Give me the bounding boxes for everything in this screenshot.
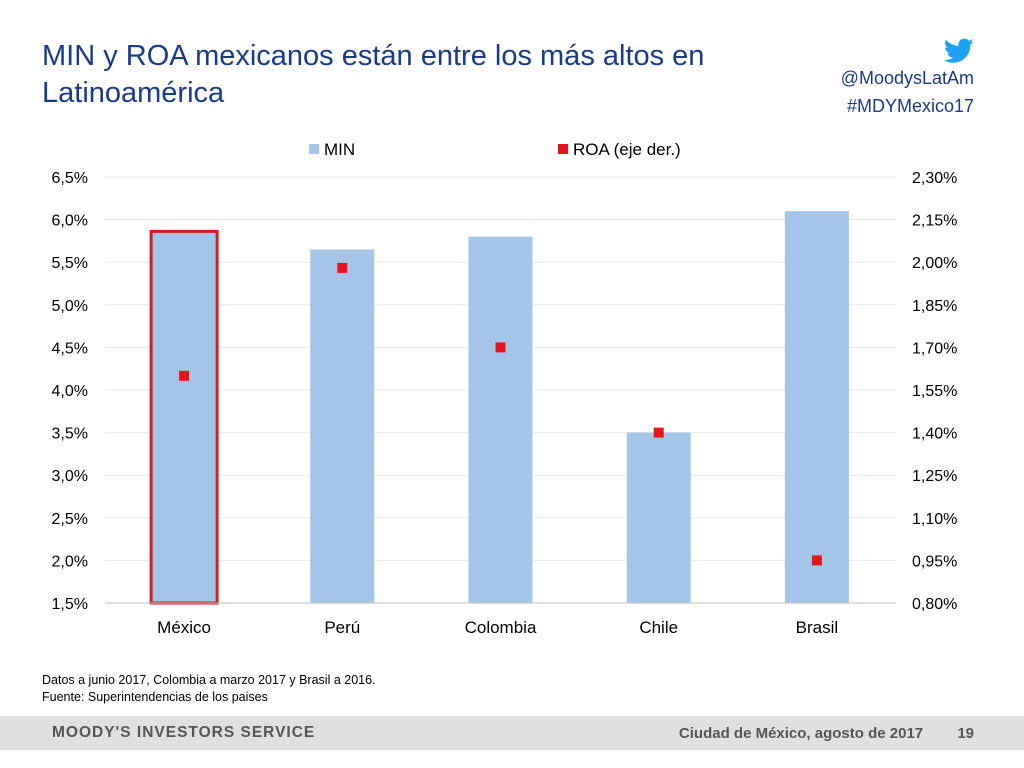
- y-right-tick-label: 2,00%: [912, 255, 957, 272]
- twitter-handle[interactable]: @MoodysLatAm: [840, 68, 974, 88]
- bar: [626, 432, 691, 603]
- footnote-data-dates: Datos a junio 2017, Colombia a marzo 201…: [42, 673, 376, 687]
- y-left-tick-label: 4,5%: [52, 340, 88, 357]
- footnote: Datos a junio 2017, Colombia a marzo 201…: [42, 672, 376, 706]
- page-number: 19: [957, 725, 974, 742]
- y-right-tick-label: 1,85%: [912, 298, 957, 315]
- y-left-tick-label: 5,5%: [52, 255, 88, 272]
- y-right-tick-label: 1,55%: [912, 383, 957, 400]
- x-tick-label: Perú: [324, 618, 360, 637]
- y-right-tick-label: 1,40%: [912, 426, 957, 443]
- x-tick-label: Colombia: [465, 618, 537, 637]
- marker-series: [179, 262, 822, 566]
- y-left-tick-label: 6,0%: [52, 213, 88, 230]
- y-left-tick-label: 1,5%: [52, 596, 88, 613]
- y-left-tick-label: 3,5%: [52, 426, 88, 443]
- bar: [310, 249, 375, 604]
- roa-marker: [653, 427, 664, 438]
- y-right-tick-label: 1,70%: [912, 340, 957, 357]
- roa-marker: [495, 342, 506, 353]
- legend-swatch-roa: [558, 144, 568, 154]
- footer-info: Ciudad de México, agosto de 2017 19: [679, 725, 974, 742]
- y-right-tick-label: 0,95%: [912, 553, 957, 570]
- bar: [784, 211, 849, 603]
- legend-swatch-min: [309, 144, 319, 154]
- y-left-tick-label: 4,0%: [52, 383, 88, 400]
- y-left-tick-label: 2,0%: [52, 553, 88, 570]
- footnote-source: Fuente: Superintendencias de los paises: [42, 690, 268, 704]
- footer-brand: MOODY'S INVESTORS SERVICE: [52, 724, 316, 741]
- roa-marker: [179, 370, 190, 381]
- twitter-bird-icon: [944, 38, 974, 63]
- x-tick-label: Brasil: [796, 618, 839, 637]
- legend-label-min: MIN: [324, 140, 355, 159]
- bar: [468, 236, 533, 603]
- y-left-tick-label: 2,5%: [52, 511, 88, 528]
- roa-marker: [337, 262, 348, 273]
- bar-series: [149, 211, 849, 605]
- hashtag[interactable]: #MDYMexico17: [846, 96, 974, 116]
- chart-legend: MIN ROA (eje der.): [309, 140, 681, 159]
- y-left-tick-label: 5,0%: [52, 298, 88, 315]
- social-block: @MoodysLatAm #MDYMexico17: [841, 38, 974, 120]
- chart-axes: 1,5% 0,80% 2,0% 0,95% 2,5% 1,10% 3,0% 1,25% 3,5%…: [52, 170, 958, 637]
- y-right-tick-label: 2,15%: [912, 213, 957, 230]
- chart: MIN ROA (eje der.) 1,5% 0,80% 2,0% 0,95% 2,5%…: [52, 140, 958, 637]
- bar: [152, 232, 217, 603]
- x-tick-label: México: [157, 618, 211, 637]
- y-left-tick-label: 3,0%: [52, 468, 88, 485]
- y-left-tick-label: 6,5%: [52, 170, 88, 187]
- y-right-tick-label: 1,25%: [912, 468, 957, 485]
- x-tick-label: Chile: [639, 618, 678, 637]
- y-right-tick-label: 2,30%: [912, 170, 957, 187]
- roa-marker: [811, 555, 822, 566]
- y-right-tick-label: 0,80%: [912, 596, 957, 613]
- legend-label-roa: ROA (eje der.): [573, 140, 681, 159]
- footer-location-date: Ciudad de México, agosto de 2017: [678, 725, 924, 742]
- slide-title: MIN y ROA mexicanos están entre los más …: [42, 40, 705, 109]
- footer: MOODY'S INVESTORS SERVICE Ciudad de Méxi…: [0, 716, 1024, 750]
- y-right-tick-label: 1,10%: [912, 511, 957, 528]
